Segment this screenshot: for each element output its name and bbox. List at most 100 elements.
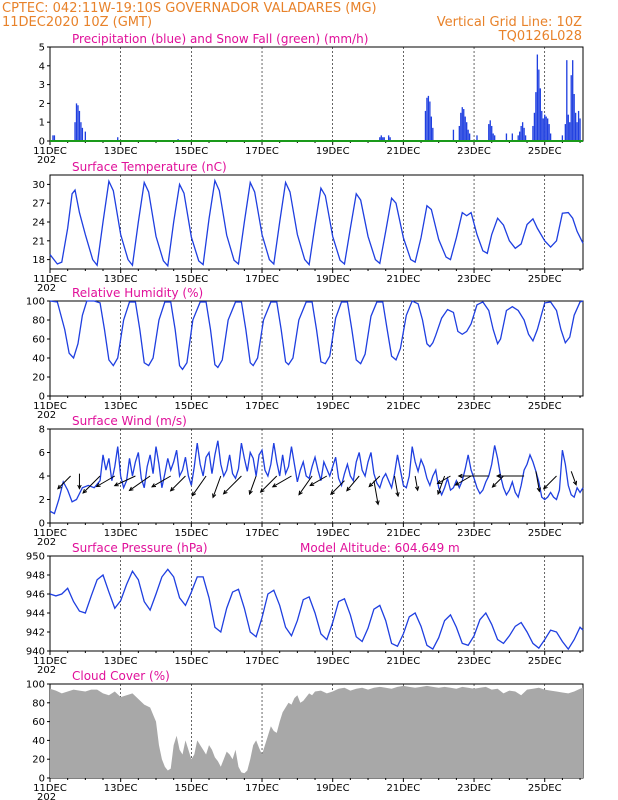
wind-vector <box>298 475 313 495</box>
x-tick-label: 17DEC <box>245 528 279 539</box>
precip-bar <box>52 135 54 141</box>
y-tick-label: 60 <box>32 335 45 346</box>
wind-line <box>49 440 584 515</box>
x-tick-label: 19DEC <box>316 274 350 285</box>
y-tick-label: 21 <box>32 236 45 247</box>
precip-bar <box>463 109 465 141</box>
wind-vector <box>492 475 504 488</box>
precip-bar <box>389 137 391 141</box>
wind-vector <box>535 471 540 492</box>
x-tick-label: 23DEC <box>457 274 491 285</box>
y-tick-label: 940 <box>26 647 45 658</box>
cloud-area <box>50 685 583 778</box>
year-label: 202 <box>37 283 56 294</box>
wind-vector <box>82 475 101 494</box>
plot-frame <box>49 555 584 652</box>
wind-arrowhead <box>271 483 277 488</box>
precip-bar <box>564 124 566 141</box>
wind-vector <box>249 475 257 495</box>
y-tick-label: 0 <box>39 137 45 148</box>
y-tick-label: 18 <box>32 255 45 266</box>
y-tick-label: 950 <box>26 552 45 563</box>
x-tick-label: 17DEC <box>245 274 279 285</box>
precip-bar <box>536 54 539 141</box>
x-tick-label: 13DEC <box>104 146 138 157</box>
wind-arrowhead <box>169 486 175 492</box>
x-tick-label: 15DEC <box>174 274 208 285</box>
x-tick-label: 11DEC <box>33 146 67 157</box>
y-tick-label: 8 <box>39 425 45 436</box>
precip-bar <box>77 105 79 141</box>
y-tick-label: 20 <box>32 755 45 766</box>
x-tick-label: 11DEC <box>33 401 67 412</box>
precip-bar <box>532 125 534 141</box>
wind-vector <box>272 475 292 488</box>
header-datetime: 11DEC2020 10Z (GMT) <box>2 15 152 30</box>
x-tick-label: 21DEC <box>387 146 421 157</box>
precip-bar <box>561 135 564 141</box>
plot-frame <box>49 174 584 270</box>
x-tick-label: 11DEC <box>33 528 67 539</box>
pressure-line <box>49 568 584 651</box>
y-tick-label: 946 <box>26 590 45 601</box>
humidity-panel: Relative Humidity (%) 0 20 40 60 80 100 11DEC 13… <box>26 286 584 421</box>
y-tick-label: 3 <box>39 80 45 91</box>
precip-bar <box>567 114 569 141</box>
panel-title: Relative Humidity (%) <box>72 286 203 300</box>
wind-vector <box>129 475 151 491</box>
x-tick-label: 25DEC <box>528 528 562 539</box>
wind-arrowhead <box>248 490 253 496</box>
wind-vector <box>455 475 472 486</box>
precip-bar <box>572 60 574 141</box>
wind-vector <box>437 475 446 495</box>
precip-bar <box>461 107 463 141</box>
precip-bar <box>78 110 81 141</box>
x-tick-label: 11DEC <box>33 656 67 667</box>
x-tick-label: 25DEC <box>528 146 562 157</box>
y-tick-label: 27 <box>32 199 45 210</box>
precip-bar <box>432 127 434 141</box>
x-tick-label: 25DEC <box>528 656 562 667</box>
wind-arrowhead <box>414 486 420 492</box>
year-label: 202 <box>37 410 56 421</box>
precip-bar <box>541 110 543 141</box>
x-tick-label: 25DEC <box>528 401 562 412</box>
wind-arrowhead <box>212 493 217 499</box>
wind-panel: Surface Wind (m/s) 0 2 4 6 8 11DEC 13DEC 15DEC 17… <box>33 414 584 548</box>
precip-bar <box>533 112 536 141</box>
y-tick-label: 0 <box>39 392 45 403</box>
precip-bar <box>511 133 513 141</box>
y-tick-label: 100 <box>26 297 45 308</box>
y-tick-label: 20 <box>32 373 45 384</box>
precip-bar <box>548 124 550 141</box>
precip-bar <box>539 88 541 141</box>
wind-arrowhead <box>375 500 380 506</box>
precip-bar <box>466 122 468 141</box>
panel-title: Cloud Cover (%) <box>72 669 170 683</box>
x-tick-label: 15DEC <box>174 783 208 794</box>
wind-arrowhead <box>436 479 442 485</box>
wind-arrowhead <box>346 486 351 492</box>
wind-arrowhead <box>298 490 303 496</box>
wind-vector <box>414 475 419 491</box>
x-tick-label: 17DEC <box>245 783 279 794</box>
temp-line <box>49 178 584 268</box>
x-tick-label: 21DEC <box>387 783 421 794</box>
y-tick-label: 60 <box>32 717 45 728</box>
precip-bar <box>424 110 427 141</box>
x-tick-label: 17DEC <box>245 656 279 667</box>
header-model: TQ0126L028 <box>498 29 582 44</box>
x-tick-label: 19DEC <box>316 656 350 667</box>
y-tick-label: 80 <box>32 698 45 709</box>
x-tick-label: 13DEC <box>104 783 138 794</box>
wind-arrowhead <box>491 483 497 488</box>
precip-bar <box>476 135 478 141</box>
y-tick-label: 1 <box>39 118 45 129</box>
precip-bar <box>84 131 86 141</box>
precip-bar <box>427 95 430 141</box>
x-tick-label: 17DEC <box>245 146 279 157</box>
x-tick-label: 25DEC <box>528 783 562 794</box>
y-tick-label: 4 <box>39 61 45 72</box>
precip-bar <box>74 122 76 141</box>
precip-bar <box>467 129 469 141</box>
